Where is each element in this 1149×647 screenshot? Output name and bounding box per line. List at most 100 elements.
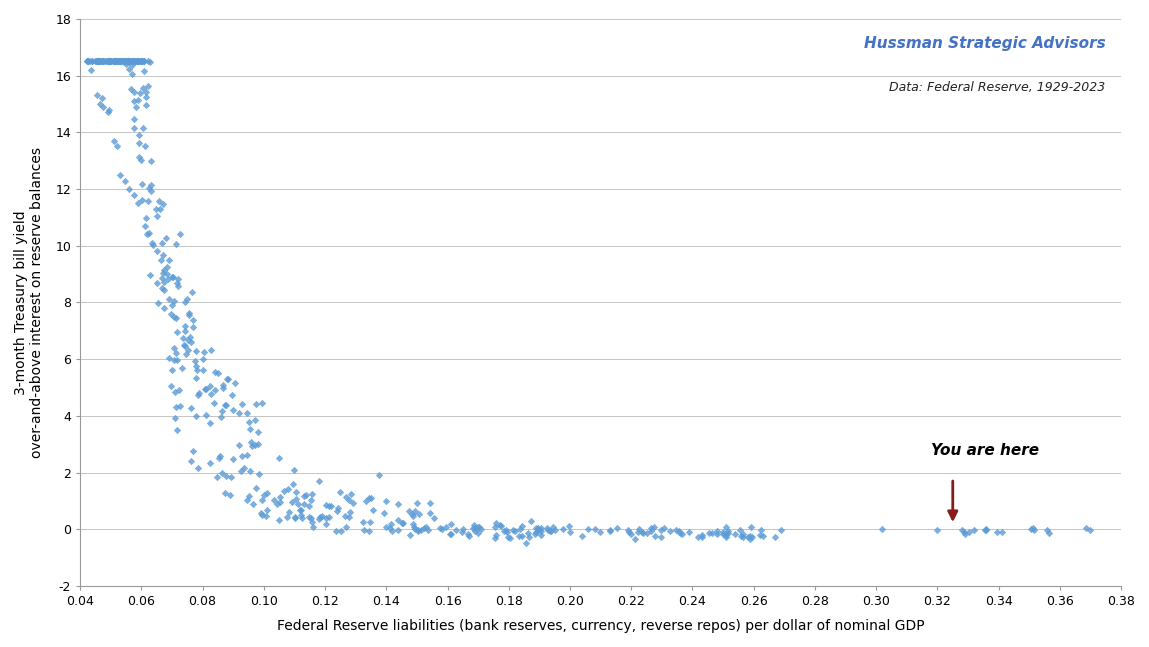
- Point: [716, 532, 734, 543]
- Point: [83, 56, 101, 67]
- Point: [319, 501, 338, 511]
- Point: [79, 56, 98, 67]
- Point: [1081, 525, 1100, 535]
- Point: [279, 507, 298, 517]
- Point: [194, 347, 213, 357]
- Point: [132, 56, 151, 67]
- Point: [241, 465, 260, 476]
- Point: [317, 513, 336, 523]
- Point: [492, 521, 510, 532]
- Point: [317, 499, 336, 510]
- Point: [516, 538, 534, 549]
- Point: [300, 501, 318, 511]
- Point: [137, 100, 155, 110]
- Point: [167, 239, 185, 249]
- Point: [201, 418, 219, 428]
- Point: [187, 411, 206, 421]
- Point: [88, 56, 107, 67]
- Point: [303, 521, 322, 532]
- Point: [100, 56, 118, 67]
- Point: [201, 457, 219, 468]
- Point: [119, 56, 138, 67]
- Point: [111, 56, 130, 67]
- Point: [331, 487, 349, 498]
- Point: [162, 380, 180, 391]
- Point: [123, 69, 141, 79]
- Point: [116, 56, 134, 67]
- Point: [169, 281, 187, 291]
- Point: [106, 56, 124, 67]
- Point: [101, 56, 119, 67]
- Point: [116, 56, 134, 67]
- Point: [739, 532, 757, 542]
- Point: [153, 283, 171, 293]
- Point: [202, 389, 221, 399]
- Point: [206, 384, 224, 395]
- Point: [1077, 523, 1095, 533]
- Point: [270, 453, 288, 463]
- Point: [114, 56, 132, 67]
- Point: [512, 521, 531, 531]
- Text: Data: Federal Reserve, 1929-2023: Data: Federal Reserve, 1929-2023: [889, 82, 1105, 94]
- Point: [240, 491, 259, 501]
- Point: [927, 525, 946, 536]
- Point: [116, 56, 134, 67]
- Point: [137, 92, 155, 102]
- Point: [167, 313, 185, 323]
- Point: [526, 522, 545, 532]
- Point: [292, 512, 310, 523]
- Point: [137, 221, 155, 232]
- Point: [976, 525, 994, 535]
- Point: [100, 56, 118, 67]
- Point: [408, 498, 426, 508]
- Point: [78, 56, 97, 67]
- Point: [433, 523, 452, 534]
- Point: [148, 210, 167, 221]
- Point: [469, 527, 487, 538]
- Point: [622, 529, 640, 540]
- Point: [645, 521, 663, 532]
- Point: [734, 529, 753, 539]
- Point: [671, 527, 689, 538]
- Point: [134, 56, 153, 67]
- Point: [168, 355, 186, 366]
- Point: [213, 412, 231, 422]
- Point: [248, 427, 267, 437]
- Point: [751, 529, 770, 540]
- Point: [87, 91, 106, 101]
- Point: [532, 529, 550, 540]
- Point: [238, 450, 256, 460]
- Point: [86, 56, 105, 67]
- Point: [83, 56, 101, 67]
- Point: [160, 353, 178, 364]
- Point: [964, 525, 982, 535]
- Point: [100, 56, 118, 67]
- Point: [175, 340, 193, 351]
- Point: [153, 238, 171, 248]
- Point: [216, 400, 234, 410]
- Point: [741, 534, 759, 544]
- Point: [140, 228, 159, 239]
- Point: [993, 527, 1011, 537]
- Point: [107, 56, 125, 67]
- Point: [977, 525, 995, 535]
- Text: Hussman Strategic Advisors: Hussman Strategic Advisors: [864, 36, 1105, 51]
- Point: [132, 179, 151, 190]
- Point: [217, 471, 236, 481]
- Point: [172, 363, 191, 373]
- Point: [99, 56, 117, 67]
- Point: [222, 472, 240, 483]
- Point: [152, 255, 170, 265]
- Point: [719, 527, 738, 538]
- Point: [88, 56, 107, 67]
- Point: [341, 488, 360, 499]
- Point: [666, 525, 685, 535]
- Point: [388, 499, 407, 509]
- Point: [115, 56, 133, 67]
- Point: [159, 269, 177, 279]
- Text: You are here: You are here: [932, 443, 1040, 458]
- Point: [772, 525, 791, 535]
- Point: [223, 389, 241, 400]
- Point: [1024, 523, 1042, 533]
- Point: [154, 267, 172, 278]
